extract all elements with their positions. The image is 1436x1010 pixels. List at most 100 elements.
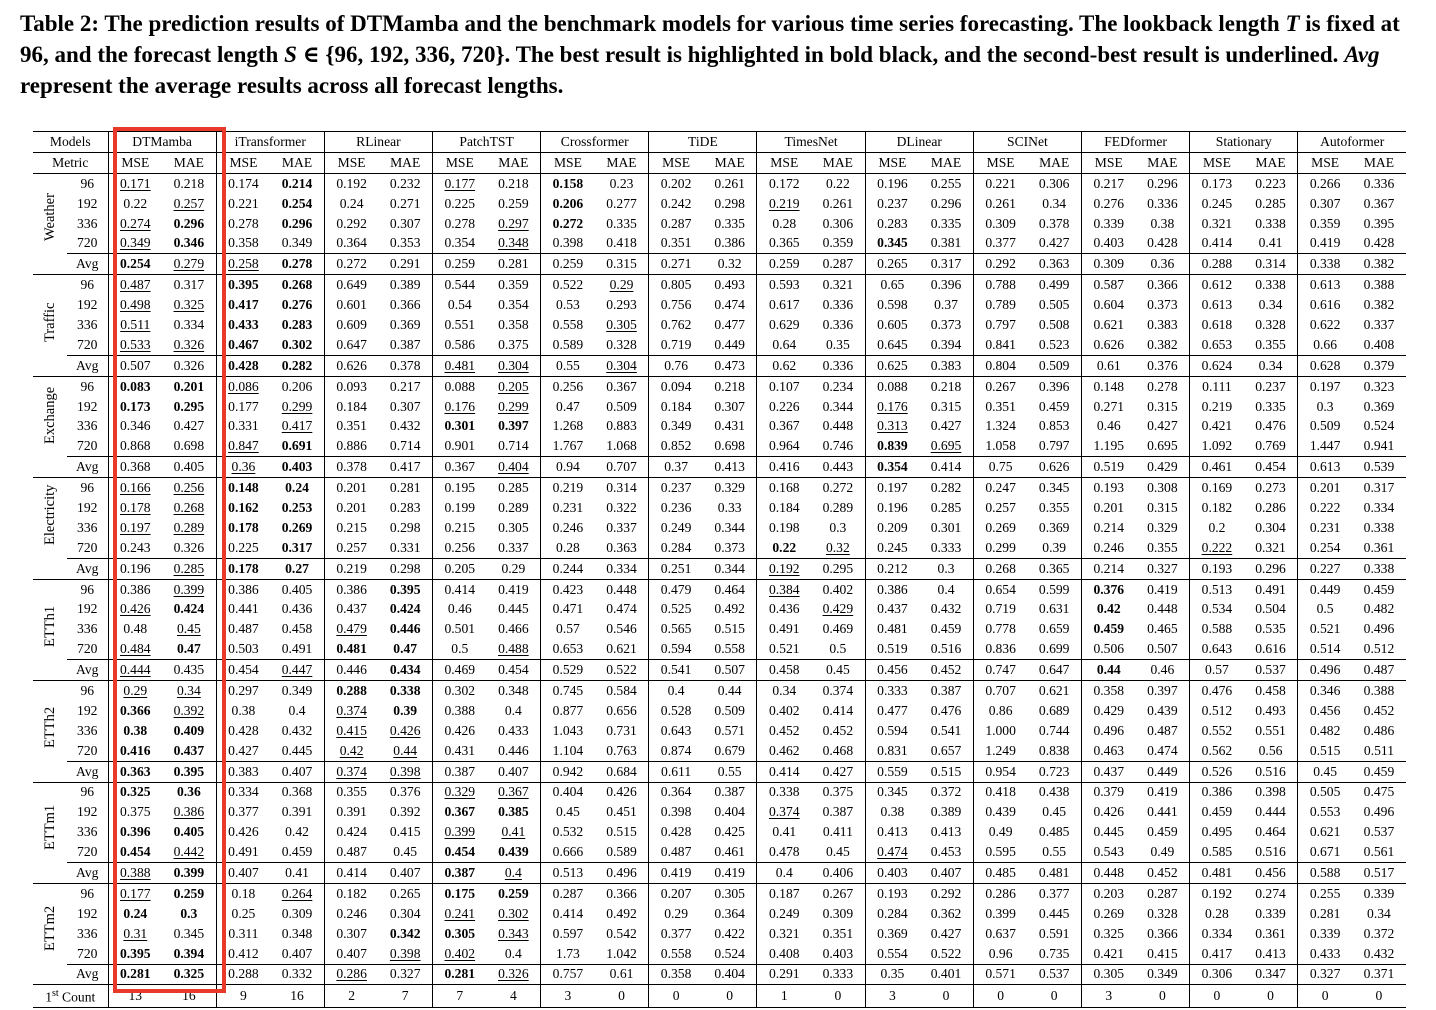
table-cell: 0.493: [1243, 700, 1299, 721]
table-cell: 0.397: [1135, 680, 1191, 701]
table-cell: 0.326: [486, 963, 542, 985]
table-cell: 0.433: [228, 316, 259, 332]
forecast-length: 720: [67, 537, 109, 559]
table-cell: 0.375: [119, 804, 151, 820]
table-cell: 0.659: [1027, 619, 1082, 640]
table-cell: 0.304: [378, 903, 434, 924]
table-cell: 0.723: [1027, 760, 1082, 782]
table-cell: 0.297: [216, 680, 271, 701]
table-cell: 0.519: [1081, 456, 1136, 478]
model-header-itransformer: iTransformer: [216, 131, 325, 153]
table-cell: 0.349: [119, 235, 151, 251]
table-cell: 0.335: [1243, 396, 1299, 417]
table-cell: 0.295: [162, 396, 217, 417]
dataset-group-etth2: ETTh2 96 0.29 0.34 0.297 0.349 0.288 0.338 0.302…: [33, 680, 1406, 782]
dataset-name: ETTm2: [42, 906, 58, 952]
table-cell: 0.482: [1309, 722, 1341, 738]
table-cell: 0.762: [660, 316, 692, 332]
table-cell: 0.454: [1243, 456, 1299, 478]
table-cell: 0.469: [811, 619, 866, 640]
forecast-length: 336: [67, 822, 109, 843]
table-cell: 0.326: [162, 537, 217, 559]
count-cell: 13: [108, 984, 163, 1008]
table-cell: 0.223: [1243, 172, 1299, 194]
count-label-rest: Count: [58, 989, 96, 1005]
table-cell: 0.317: [919, 253, 974, 275]
table-cell: 0.351: [336, 418, 367, 434]
forecast-length: 192: [67, 903, 109, 924]
table-cell: 0.446: [378, 619, 434, 640]
table-cell: 0.253: [270, 498, 325, 518]
table-row: Avg 0.196 0.285 0.178 0.27 0.219 0.298 0.205 0.2…: [33, 557, 1406, 580]
table-cell: 0.338: [1243, 274, 1299, 296]
table-cell: 0.616: [1243, 639, 1299, 660]
table-cell: 0.558: [660, 945, 692, 961]
table-cell: 0.34: [756, 680, 812, 701]
table-cell: 0.273: [1243, 477, 1299, 499]
table-cell: 0.351: [985, 398, 1016, 414]
results-table: Models DTMamba iTransformer RLinear PatchTST…: [33, 131, 1406, 1008]
table-cell: 0.593: [756, 274, 812, 296]
table-cell: 0.42: [270, 822, 325, 843]
table-cell: 0.618: [1201, 316, 1233, 332]
table-cell: 0.495: [1201, 824, 1233, 840]
table-cell: 0.306: [1189, 963, 1244, 985]
table-cell: 0.218: [486, 172, 542, 194]
table-cell: 0.501: [444, 621, 476, 637]
table-cell: 0.225: [228, 539, 259, 555]
table-cell: 0.195: [432, 477, 487, 499]
table-cell: 0.305: [594, 315, 650, 335]
table-cell: 0.3: [811, 517, 866, 538]
table-cell: 0.3: [919, 557, 974, 580]
table-cell: 0.267: [811, 882, 866, 904]
table-cell: 0.373: [702, 537, 758, 559]
dataset-group-etth1: ETTh1 96 0.386 0.399 0.386 0.405 0.386 0.395 0.4…: [33, 578, 1406, 681]
dataset-name: Exchange: [42, 386, 58, 444]
metric-mse: MSE: [216, 151, 271, 174]
table-cell: 0.586: [444, 336, 476, 352]
table-cell: 0.964: [768, 438, 800, 454]
table-cell: 0.419: [1135, 578, 1191, 600]
table-cell: 0.522: [540, 274, 595, 296]
dataset-group-traffic: Traffic 96 0.487 0.317 0.395 0.268 0.649 0.389 0…: [33, 274, 1406, 377]
table-cell: 0.621: [1309, 824, 1341, 840]
caption-text-1: Table 2: The prediction results of DTMam…: [20, 11, 1286, 36]
table-cell: 0.367: [432, 456, 487, 478]
table-cell: 0.459: [270, 842, 325, 863]
table-cell: 0.363: [108, 760, 163, 782]
table-cell: 0.45: [556, 804, 580, 820]
table-cell: 0.444: [108, 659, 163, 681]
table-cell: 0.219: [540, 477, 595, 499]
table-cell: 0.621: [1093, 316, 1125, 332]
table-cell: 0.259: [162, 882, 217, 904]
table-cell: 0.365: [1027, 557, 1082, 580]
table-cell: 0.797: [985, 316, 1016, 332]
table-cell: 0.323: [1351, 375, 1406, 397]
table-cell: 0.329: [702, 477, 758, 499]
table-cell: 0.374: [811, 680, 866, 701]
forecast-length: Avg: [67, 456, 109, 478]
forecast-length: 720: [67, 639, 109, 660]
table-cell: 0.631: [1027, 599, 1082, 620]
table-cell: 0.413: [919, 822, 974, 843]
table-cell: 0.443: [811, 456, 866, 478]
table-cell: 0.29: [594, 274, 650, 296]
table-cell: 0.291: [756, 963, 812, 985]
table-cell: 0.486: [1363, 722, 1395, 738]
table-cell: 0.477: [877, 702, 908, 718]
model-header-crossformer: Crossformer: [540, 131, 650, 153]
table-cell: 0.558: [702, 639, 758, 660]
table-cell: 0.374: [336, 702, 367, 718]
table-cell: 0.345: [877, 235, 908, 251]
table-cell: 0.525: [660, 601, 692, 617]
table-cell: 0.333: [919, 537, 974, 559]
table-cell: 0.169: [1189, 477, 1244, 499]
table-cell: 0.407: [336, 945, 367, 961]
count-cell: 3: [540, 984, 595, 1008]
forecast-length: 336: [67, 619, 109, 640]
table-cell: 0.366: [378, 295, 434, 316]
table-row: 336 0.396 0.405 0.426 0.42 0.424 0.415 0.399 0.4…: [33, 822, 1406, 843]
table-cell: 1.73: [556, 945, 580, 961]
table-cell: 0.244: [540, 557, 595, 580]
table-cell: 0.425: [702, 822, 758, 843]
